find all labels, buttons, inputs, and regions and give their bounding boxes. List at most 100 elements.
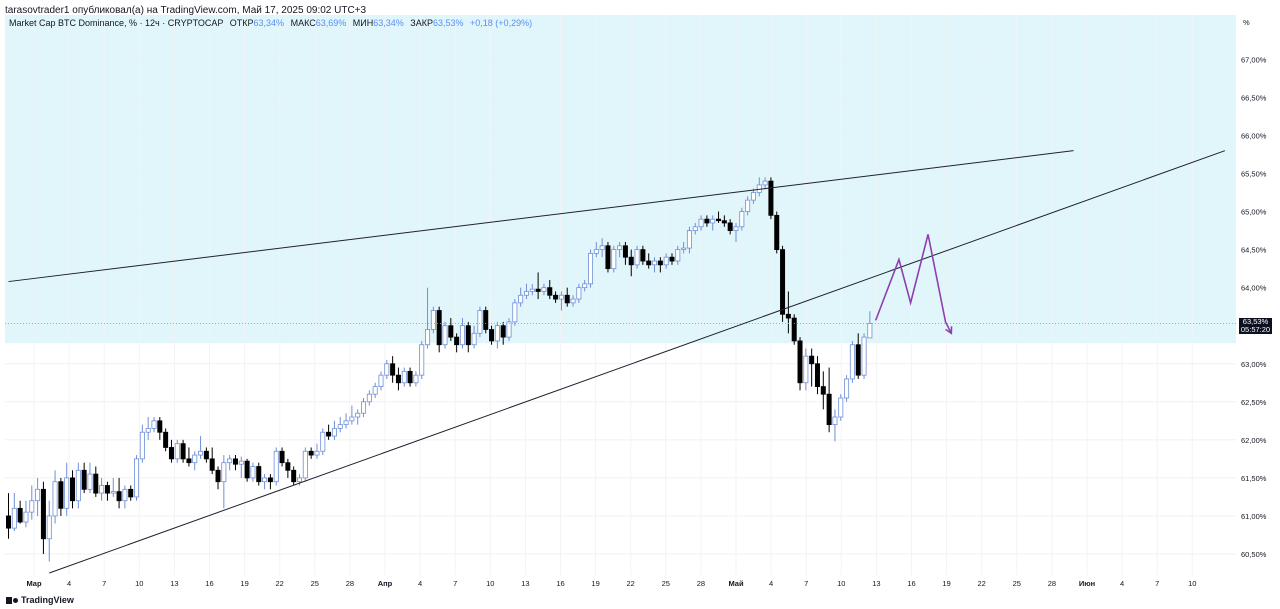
time-tick-label: 25 [311,579,319,588]
candle-down [308,450,314,456]
candle-up [320,431,326,452]
candle-down [605,245,611,270]
time-tick-label: Май [728,579,744,588]
candle-down [553,294,559,300]
candle-up [588,253,594,285]
candle-up [337,424,343,429]
candle-up [867,323,873,339]
price-tick-label: 64,50% [1241,246,1267,255]
candle-down [395,374,401,384]
publisher-caption: tarasovtrader1 опубликовал(а) на Trading… [5,5,367,16]
tradingview-logo[interactable]: TradingView [6,595,74,605]
candle-up [576,287,582,300]
candle-down [809,355,815,365]
time-tick-label: 4 [67,579,71,588]
candle-up [663,256,669,266]
candle-up [593,249,599,254]
candle-up [122,488,128,502]
candle-down [279,450,285,464]
candle-up [227,458,233,464]
candle-up [250,466,256,479]
candle-down [826,393,832,426]
candle-up [192,454,198,464]
candle-up [459,325,465,346]
candle-up [174,443,180,460]
candle-down [232,458,238,465]
candle-up [750,192,756,201]
candle-up [745,199,751,212]
support-trendline [49,150,1226,574]
time-tick-label: 10 [1188,579,1196,588]
price-tick-label: 66,50% [1241,93,1267,102]
candle-up [145,428,151,433]
candle-up [273,450,279,483]
current-price-label: 63,53% 05:57:20 [1239,318,1272,335]
highlight-zone [5,15,1236,344]
candle-up [46,515,52,540]
candle-up [681,247,687,251]
candle-down [657,260,663,266]
candle-up [343,420,349,426]
tradingview-brand: TradingView [21,595,74,605]
candle-down [500,325,506,338]
price-tick-label: 62,00% [1241,436,1267,445]
time-tick-label: 19 [240,579,248,588]
candle-up [523,291,529,296]
candle-up [361,401,367,414]
candle-up [529,288,535,292]
resistance-trendline [8,150,1074,283]
legend-change: +0,18 (+0,29%) [470,18,533,28]
candle-up [372,386,378,395]
candle-up [52,481,58,517]
candle-down [669,256,675,262]
time-tick-label: 28 [697,579,705,588]
price-tick-label: 60,50% [1241,550,1267,559]
price-tick-label: 67,00% [1241,55,1267,64]
candle-down [244,460,250,479]
time-tick-label: Мар [26,579,42,588]
candle-down [448,325,454,338]
candle-up [430,310,436,330]
candle-up [599,245,605,250]
candle-down [180,443,186,460]
chart-legend: Market Cap BTC Dominance, % · 12ч · CRYP… [9,18,532,28]
price-tick-label: 62,50% [1241,398,1267,407]
time-tick-label: 7 [1155,579,1159,588]
candle-up [477,310,483,334]
time-tick-label: 4 [1120,579,1124,588]
candle-up [75,469,81,502]
time-tick-label: 16 [556,579,564,588]
candle-down [704,218,710,224]
candle-up [494,325,500,342]
candle-down [622,245,628,258]
time-tick-label: 25 [662,579,670,588]
candle-up [762,180,768,186]
candle-up [617,245,623,250]
candle-up [29,500,35,513]
candle-down [93,473,99,494]
candle-down [407,370,413,384]
candle-up [198,450,204,456]
candle-down [628,256,634,266]
candle-up [87,473,93,490]
candle-up [512,302,518,323]
candle-up [652,260,658,266]
candle-up [570,298,576,304]
legend-low-label: МИН [352,18,374,28]
candle-down [58,481,64,509]
candle-down [791,317,797,342]
candle-up [110,491,116,494]
candle-down [785,313,791,319]
candle-up [634,249,640,266]
candle-down [640,249,646,262]
projection-arrowhead [945,326,953,335]
time-tick-label: 13 [872,579,880,588]
candle-up [349,416,355,422]
candle-down [814,363,820,387]
candle-up [861,336,867,376]
candle-up [425,329,431,346]
candle-down [267,477,273,483]
candle-down [855,344,861,376]
candle-up [302,450,308,479]
